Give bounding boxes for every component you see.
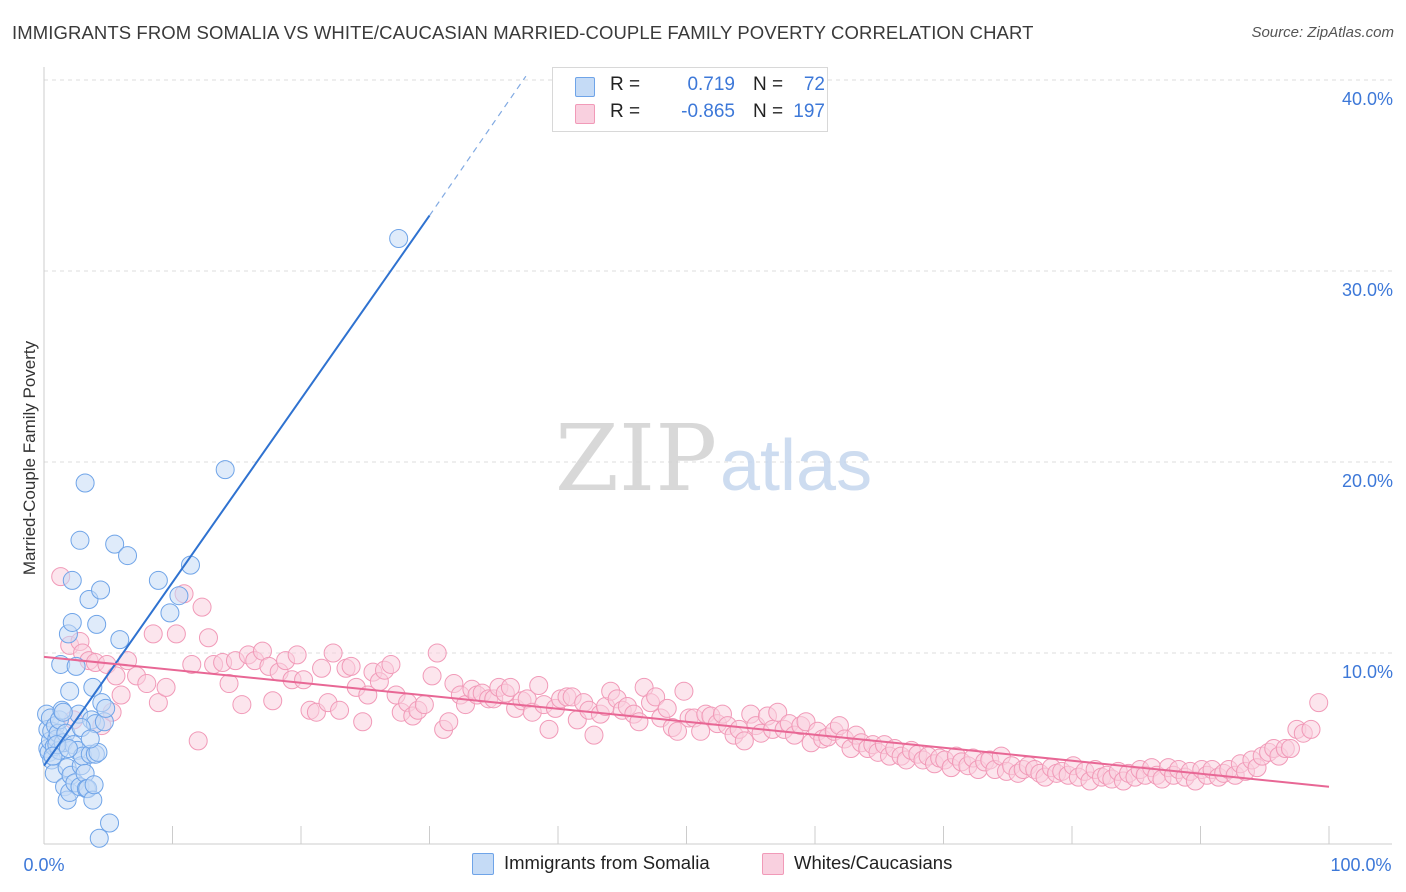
trend-lines	[43, 75, 1330, 788]
data-point-somalia	[105, 534, 125, 554]
data-point-white	[143, 624, 163, 644]
data-point-white	[148, 693, 168, 713]
y-tick-label: 40.0%	[1342, 89, 1393, 109]
grid-lines	[44, 79, 1392, 654]
data-point-white	[734, 731, 754, 751]
data-point-white	[106, 666, 126, 686]
data-point-white	[646, 687, 666, 707]
stats-legend: R = 0.719 N = 72 R = -0.865 N = 197	[552, 67, 828, 132]
data-point-white	[192, 597, 212, 617]
data-point-white	[188, 731, 208, 751]
legend-swatch-somalia	[472, 853, 494, 875]
data-point-somalia	[80, 729, 100, 749]
legend-swatch-somalia	[575, 77, 595, 97]
chart-title: IMMIGRANTS FROM SOMALIA VS WHITE/CAUCASI…	[12, 22, 1034, 43]
legend-r-value: 0.719	[687, 74, 735, 95]
legend-label-somalia: Immigrants from Somalia	[504, 852, 710, 873]
source-label: Source: ZipAtlas.com	[1251, 24, 1394, 41]
data-point-somalia	[75, 473, 95, 493]
y-tick-label: 20.0%	[1342, 471, 1393, 491]
data-point-white	[312, 658, 332, 678]
legend-r-value: -0.865	[681, 101, 735, 122]
data-point-white	[439, 712, 459, 732]
data-point-somalia	[148, 570, 168, 590]
data-point-somalia	[389, 229, 409, 249]
trend-line-somalia	[43, 215, 431, 767]
data-point-white	[427, 643, 447, 663]
data-point-white	[674, 681, 694, 701]
data-point-somalia	[84, 775, 104, 795]
data-point-white	[137, 674, 157, 694]
data-point-white	[198, 628, 218, 648]
data-point-somalia	[53, 702, 73, 722]
tick-labels: 10.0% 20.0% 30.0% 40.0% 0.0% 100.0%	[23, 89, 1393, 875]
data-point-white	[166, 624, 186, 644]
legend-label-white: Whites/Caucasians	[794, 852, 953, 873]
data-point-white	[353, 712, 373, 732]
legend-r-label: R =	[610, 74, 641, 95]
data-point-white	[422, 666, 442, 686]
data-point-somalia	[89, 828, 109, 848]
x-tick-label: 100.0%	[1330, 855, 1391, 875]
data-point-white	[584, 725, 604, 745]
trend-line-white	[43, 655, 1330, 788]
trend-line-somalia-extension	[429, 75, 527, 216]
legend-r-label: R =	[610, 101, 641, 122]
watermark: ZIP atlas	[555, 405, 872, 512]
y-tick-label: 10.0%	[1342, 662, 1393, 682]
series-whites-caucasians	[51, 567, 1329, 791]
data-point-somalia	[60, 681, 80, 701]
data-point-white	[111, 685, 131, 705]
data-point-white	[330, 700, 350, 720]
x-tick-label: 0.0%	[23, 855, 64, 875]
data-point-somalia	[66, 656, 86, 676]
data-point-white	[232, 695, 252, 715]
watermark-atlas: atlas	[720, 426, 872, 506]
data-point-white	[182, 654, 202, 674]
series-immigrants-from-somalia	[37, 229, 409, 848]
data-point-somalia	[62, 612, 82, 632]
data-point-white	[691, 721, 711, 741]
data-point-white	[539, 719, 559, 739]
y-axis-label: Married-Couple Family Poverty	[20, 340, 39, 576]
data-point-somalia	[215, 460, 235, 480]
data-point-white	[657, 698, 677, 718]
legend-n-label: N =	[753, 101, 784, 122]
watermark-zip: ZIP	[555, 405, 717, 512]
data-point-white	[529, 675, 549, 695]
data-point-somalia	[87, 614, 107, 634]
data-point-somalia	[96, 698, 116, 718]
data-point-white	[294, 670, 314, 690]
legend-n-value: 72	[803, 74, 825, 95]
data-point-somalia	[160, 603, 180, 623]
data-point-white	[668, 721, 688, 741]
legend-n-label: N =	[753, 74, 784, 95]
data-point-white	[1301, 719, 1321, 739]
data-point-somalia	[118, 546, 138, 566]
y-tick-label: 30.0%	[1342, 280, 1393, 300]
data-point-somalia	[62, 570, 82, 590]
legend-swatch-white	[575, 104, 595, 124]
data-point-white	[219, 674, 239, 694]
data-point-white	[381, 654, 401, 674]
legend-swatch-white	[762, 853, 784, 875]
data-point-somalia	[100, 813, 120, 833]
legend-n-value: 197	[793, 101, 825, 122]
data-point-white	[768, 702, 788, 722]
data-point-white	[414, 695, 434, 715]
data-point-somalia	[91, 580, 111, 600]
data-point-somalia	[58, 739, 78, 758]
data-point-white	[156, 677, 176, 697]
data-point-somalia	[169, 586, 189, 606]
data-point-white	[500, 677, 520, 697]
data-point-white	[341, 656, 361, 676]
data-point-white	[287, 645, 307, 665]
data-point-white	[263, 691, 283, 711]
data-point-white	[323, 643, 343, 663]
data-point-white	[1280, 739, 1300, 758]
data-point-white	[1309, 693, 1329, 713]
data-point-somalia	[70, 530, 90, 550]
data-point-somalia	[110, 630, 130, 650]
